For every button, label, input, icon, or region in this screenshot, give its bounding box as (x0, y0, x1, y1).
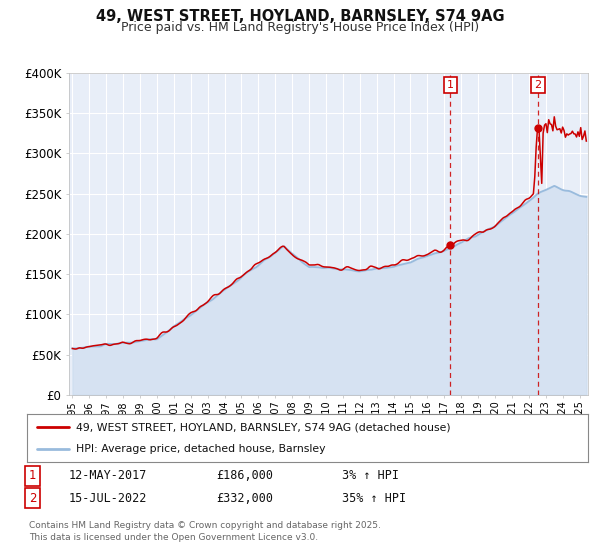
Text: Contains HM Land Registry data © Crown copyright and database right 2025.
This d: Contains HM Land Registry data © Crown c… (29, 521, 380, 542)
Text: 1: 1 (29, 469, 36, 482)
Text: 12-MAY-2017: 12-MAY-2017 (69, 469, 148, 482)
Text: HPI: Average price, detached house, Barnsley: HPI: Average price, detached house, Barn… (76, 444, 326, 454)
Text: 49, WEST STREET, HOYLAND, BARNSLEY, S74 9AG (detached house): 49, WEST STREET, HOYLAND, BARNSLEY, S74 … (76, 422, 451, 432)
Text: 49, WEST STREET, HOYLAND, BARNSLEY, S74 9AG: 49, WEST STREET, HOYLAND, BARNSLEY, S74 … (95, 9, 505, 24)
Text: 35% ↑ HPI: 35% ↑ HPI (342, 492, 406, 505)
Text: 3% ↑ HPI: 3% ↑ HPI (342, 469, 399, 482)
Text: Price paid vs. HM Land Registry's House Price Index (HPI): Price paid vs. HM Land Registry's House … (121, 21, 479, 34)
Text: £332,000: £332,000 (216, 492, 273, 505)
Text: 1: 1 (447, 80, 454, 90)
Text: 2: 2 (29, 492, 36, 505)
Text: 15-JUL-2022: 15-JUL-2022 (69, 492, 148, 505)
Text: 2: 2 (535, 80, 542, 90)
Text: £186,000: £186,000 (216, 469, 273, 482)
